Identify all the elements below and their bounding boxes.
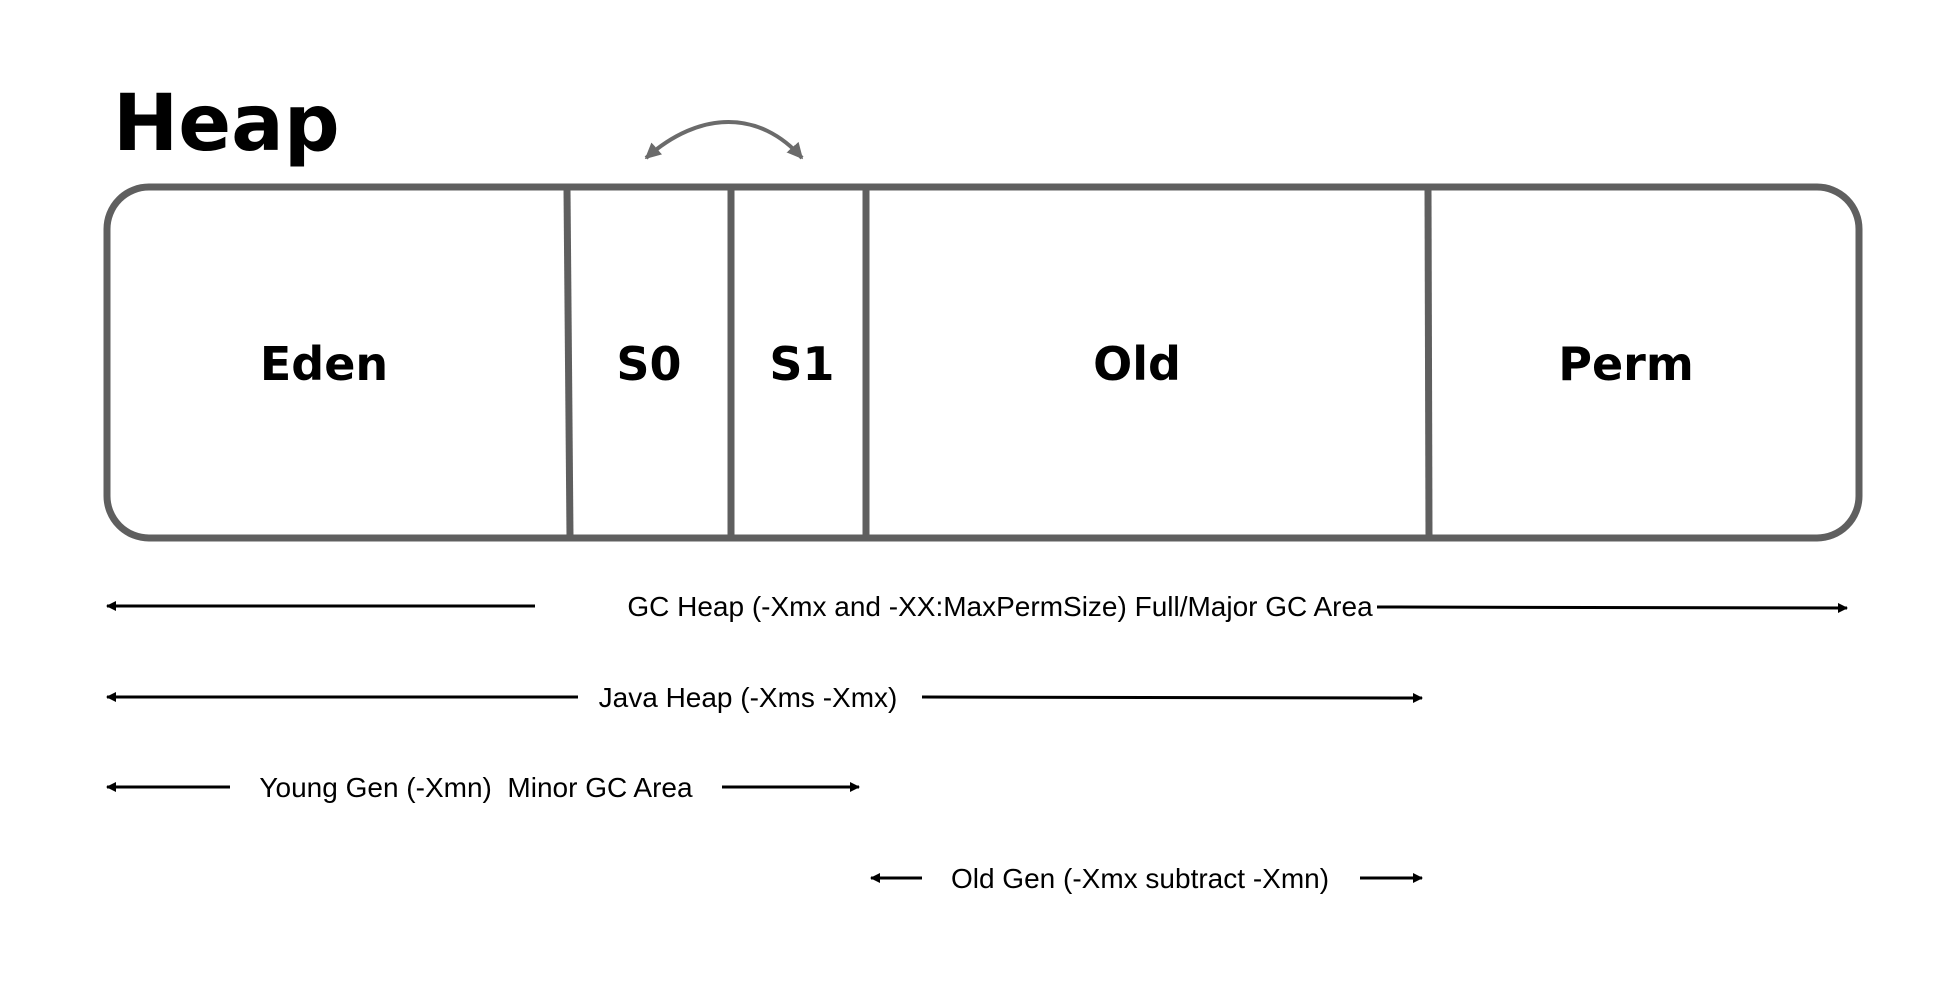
range-old-gen-label: Old Gen (-Xmx subtract -Xmn) bbox=[951, 863, 1329, 894]
region-labels: Eden S0 S1 Old Perm bbox=[260, 337, 1694, 391]
survivor-swap-arrow bbox=[644, 120, 804, 160]
range-old-gen: Old Gen (-Xmx subtract -Xmn) bbox=[870, 863, 1423, 894]
region-label-s0: S0 bbox=[616, 337, 681, 391]
divider-old-perm bbox=[1424, 188, 1433, 538]
region-label-s1: S1 bbox=[769, 337, 834, 391]
region-label-eden: Eden bbox=[260, 337, 388, 391]
range-java-heap-label: Java Heap (-Xms -Xmx) bbox=[599, 682, 898, 713]
range-gc-heap-right-arrow bbox=[1376, 602, 1848, 613]
diagram-title: Heap bbox=[113, 79, 340, 169]
range-young-gen-label: Young Gen (-Xmn) Minor GC Area bbox=[259, 772, 693, 803]
range-gc-heap-label: GC Heap (-Xmx and -XX:MaxPermSize) Full/… bbox=[627, 591, 1373, 622]
region-dividers bbox=[563, 188, 1433, 538]
region-label-perm: Perm bbox=[1558, 337, 1694, 391]
region-label-old: Old bbox=[1093, 337, 1181, 391]
heap-box bbox=[103, 183, 1863, 542]
range-java-heap: Java Heap (-Xms -Xmx) bbox=[106, 682, 1423, 713]
divider-eden-s0 bbox=[563, 188, 574, 538]
range-java-heap-right-arrow bbox=[921, 692, 1423, 703]
range-young-gen: Young Gen (-Xmn) Minor GC Area bbox=[106, 772, 860, 803]
range-gc-heap: GC Heap (-Xmx and -XX:MaxPermSize) Full/… bbox=[106, 591, 1848, 622]
